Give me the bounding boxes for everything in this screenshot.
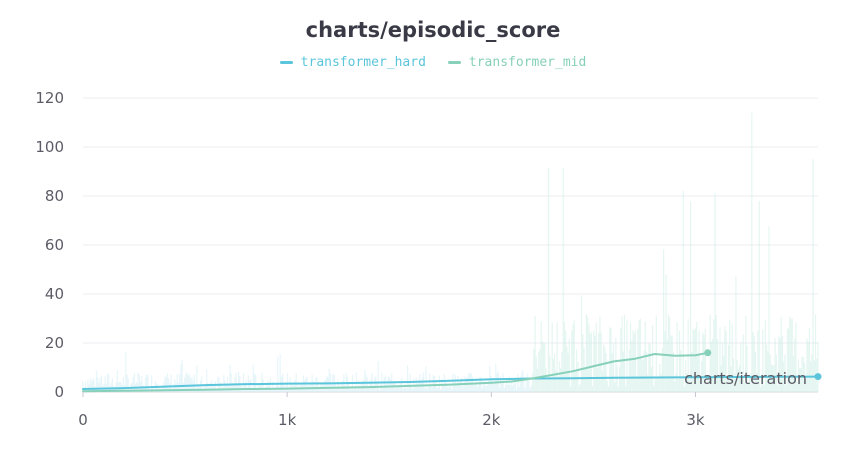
legend-label-hard: transformer_hard [300, 55, 426, 70]
tick-layer: 0 20 40 60 80 100 120 0 1k 2k 3k [35, 89, 705, 429]
series-line-transformer_mid[interactable] [82, 351, 709, 393]
legend-swatch-mid [447, 61, 461, 64]
legend-item-transformer-mid[interactable]: transformer_mid [447, 55, 587, 70]
y-tick-label: 0 [54, 383, 64, 401]
y-tick-label: 40 [45, 285, 64, 303]
x-tick-label: 2k [482, 411, 501, 429]
legend: transformer_hard transformer_mid [0, 55, 866, 70]
legend-item-transformer-hard[interactable]: transformer_hard [279, 55, 426, 70]
y-tick-label: 80 [45, 187, 64, 205]
x-tick-label: 1k [278, 411, 297, 429]
y-tick-label: 60 [45, 236, 64, 254]
series-endpoint-transformer_hard [814, 373, 822, 381]
legend-swatch-hard [279, 61, 293, 64]
grid-layer [83, 97, 818, 393]
y-tick-label: 20 [45, 334, 64, 352]
x-axis-label: charts/iteration [684, 369, 807, 388]
series-endpoint-transformer_mid [704, 349, 712, 357]
series-line-transformer_hard[interactable] [82, 375, 819, 391]
x-tick-label: 3k [686, 411, 705, 429]
legend-label-mid: transformer_mid [468, 55, 587, 70]
y-tick-label: 120 [35, 89, 64, 107]
y-tick-label: 100 [35, 138, 64, 156]
chart-title: charts/episodic_score [305, 18, 561, 42]
series-layer [82, 349, 822, 393]
x-tick-label: 0 [78, 411, 88, 429]
